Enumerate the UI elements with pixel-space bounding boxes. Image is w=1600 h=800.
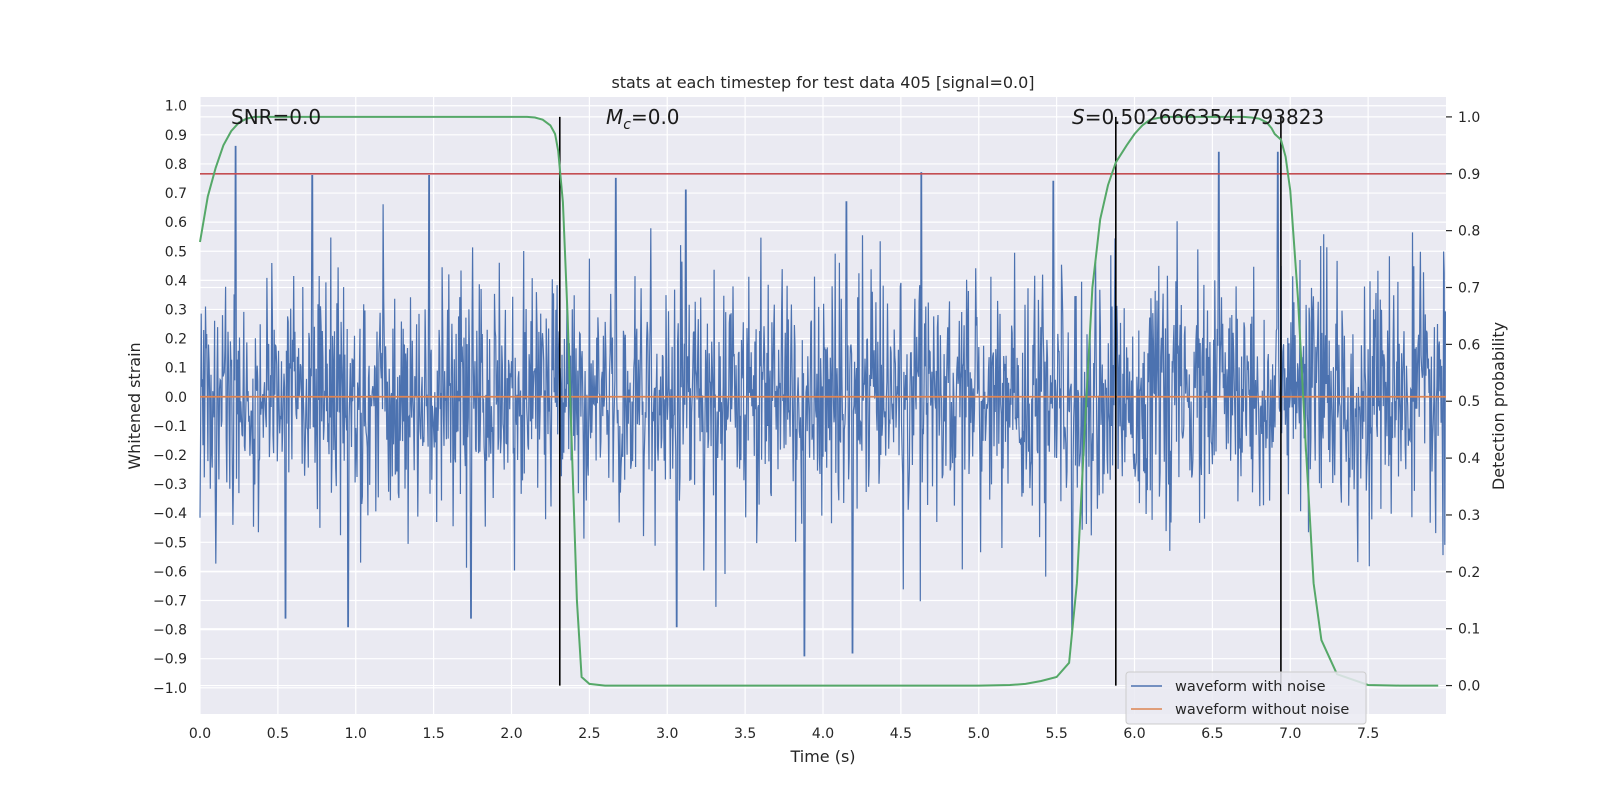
x-tick-label: 2.0 — [500, 726, 522, 742]
x-tick-label: 2.5 — [578, 726, 600, 742]
y-right-tick-label: 1.0 — [1458, 110, 1480, 126]
y-left-tick-label: 0.1 — [165, 361, 187, 377]
vertical-lines — [558, 116, 1282, 686]
x-tick-label: 0.0 — [189, 726, 211, 742]
y-left-tick-label: −0.7 — [153, 593, 187, 609]
y-left-tick-label: 0.4 — [165, 273, 187, 289]
s-annotation: S=0.5026663541793823 — [1072, 105, 1324, 129]
x-tick-label: 1.5 — [422, 726, 444, 742]
x-tick-label: 5.0 — [968, 726, 990, 742]
y-left-tick-label: −1.0 — [153, 681, 187, 697]
x-tick-label: 1.0 — [345, 726, 367, 742]
y-left-tick-label: 0.3 — [165, 302, 187, 318]
y-right-tick-label: 0.1 — [1458, 622, 1480, 638]
y-left-tick-label: 0.6 — [165, 215, 187, 231]
series-detection-probability — [199, 115, 1439, 687]
y-left-tick-label: 0.8 — [165, 157, 187, 173]
x-tick-label: 6.5 — [1201, 726, 1223, 742]
y-left-tick-label: 0.5 — [165, 244, 187, 260]
y-left-tick-labels: 1.0 0.9 0.8 0.7 0.6 0.5 0.4 0.3 0.2 0.1 0.0 −0.1 −0.… — [153, 99, 187, 697]
x-axis-label: Time (s) — [789, 747, 855, 766]
y-right-tick-label: 0.9 — [1458, 167, 1480, 183]
y-right-tick-label: 0.0 — [1458, 679, 1480, 695]
x-tick-label: 5.5 — [1045, 726, 1067, 742]
y-left-tick-label: 0.7 — [165, 186, 187, 202]
y-left-tick-label: −0.6 — [153, 564, 187, 580]
y-right-tick-label: 0.3 — [1458, 508, 1480, 524]
y-right-tick-label: 0.5 — [1458, 394, 1480, 410]
x-tick-label: 4.5 — [890, 726, 912, 742]
y-left-tick-label: −0.2 — [153, 448, 187, 464]
snr-annotation: SNR=0.0 — [231, 105, 321, 129]
noise-waveform-line — [199, 145, 1447, 657]
y-left-tick-label: −0.9 — [153, 652, 187, 668]
y-right-tick-label: 0.2 — [1458, 565, 1480, 581]
series-waveform-with-noise — [199, 145, 1447, 657]
y-left-tick-label: −0.1 — [153, 419, 187, 435]
y-left-tick-label: 0.0 — [165, 390, 187, 406]
probability-line — [199, 115, 1439, 687]
x-tick-label: 0.5 — [267, 726, 289, 742]
mc-annotation: Mc=0.0 — [606, 105, 680, 133]
legend-box — [1125, 671, 1367, 725]
chart-title: stats at each timestep for test data 405… — [611, 73, 1034, 92]
y-right-tick-label: 0.4 — [1458, 451, 1480, 467]
legend-label-noise: waveform with noise — [1175, 679, 1326, 695]
y-right-tick-label: 0.7 — [1458, 281, 1480, 297]
y-left-tick-label: −0.5 — [153, 535, 187, 551]
x-tick-label: 7.0 — [1279, 726, 1301, 742]
x-tick-label: 6.0 — [1123, 726, 1145, 742]
y-left-tick-label: 1.0 — [165, 99, 187, 115]
x-tick-label: 7.5 — [1357, 726, 1379, 742]
y-axis-label-left: Whitened strain — [125, 342, 144, 469]
y-right-tick-label: 0.8 — [1458, 224, 1480, 240]
legend: waveform with noise waveform without noi… — [1125, 671, 1367, 725]
x-tick-label: 3.0 — [656, 726, 678, 742]
x-tick-label: 3.5 — [734, 726, 756, 742]
x-tick-labels: 0.0 0.5 1.0 1.5 2.0 2.5 3.0 3.5 4.0 4.5 5.0 5.5 6.0 6… — [189, 726, 1379, 742]
y-right-tick-label: 0.6 — [1458, 337, 1480, 353]
y-axis-label-right: Detection probability — [1489, 322, 1508, 490]
y-left-tick-label: −0.8 — [153, 623, 187, 639]
y-left-tick-label: −0.4 — [153, 506, 187, 522]
y-right-tick-labels: 0.0 0.1 0.2 0.3 0.4 0.5 0.6 0.7 0.8 0.9 1.0 — [1458, 110, 1480, 695]
x-tick-label: 4.0 — [812, 726, 834, 742]
y-left-tick-label: 0.2 — [165, 332, 187, 348]
legend-label-clean: waveform without noise — [1175, 702, 1349, 718]
y-left-tick-label: −0.3 — [153, 477, 187, 493]
y-left-tick-label: 0.9 — [165, 128, 187, 144]
